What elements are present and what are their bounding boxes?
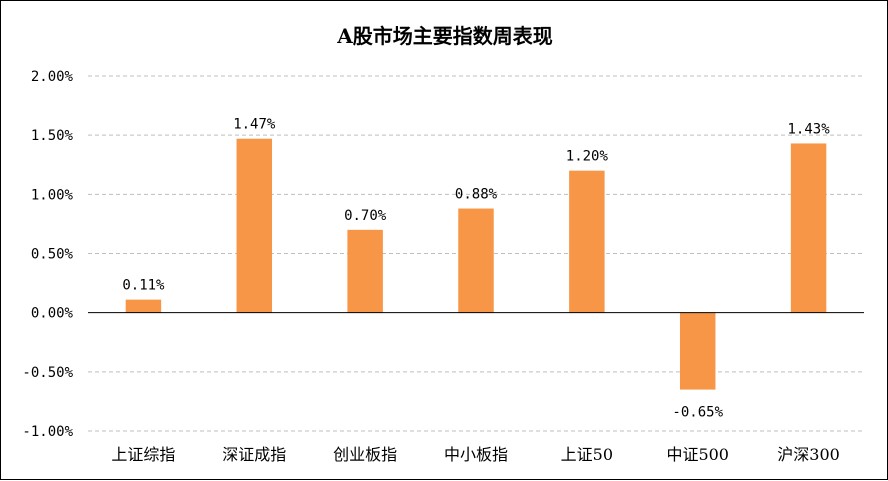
x-category-label: 上证综指 xyxy=(111,445,175,464)
y-tick-label: -1.00% xyxy=(22,424,73,440)
grid-layer xyxy=(88,75,864,432)
data-label: 1.43% xyxy=(787,121,830,137)
bar-layer xyxy=(125,138,827,390)
y-tick-label: -0.50% xyxy=(22,365,73,381)
x-category-label: 深证成指 xyxy=(222,445,286,464)
y-tick-label: 0.50% xyxy=(31,247,74,263)
x-category-label: 中小板指 xyxy=(444,445,508,464)
data-label: 1.20% xyxy=(566,149,609,165)
data-label: 1.47% xyxy=(233,117,276,133)
y-tick-label: 1.50% xyxy=(31,128,74,144)
data-label: 0.11% xyxy=(122,278,165,294)
bar xyxy=(790,143,827,313)
bar xyxy=(569,170,605,313)
data-label: 0.70% xyxy=(344,208,387,224)
bar xyxy=(125,299,162,313)
bar xyxy=(679,312,716,390)
chart-title: A股市场主要指数周表现 xyxy=(336,24,553,48)
label-layer: 2.00% 1.50% 1.00% 0.50% 0.00% -0.50% -1.00% 0.1… xyxy=(22,69,839,464)
bar xyxy=(458,208,494,313)
y-tick-label: 1.00% xyxy=(31,187,74,203)
y-tick-label: 2.00% xyxy=(31,69,74,85)
data-label: -0.65% xyxy=(672,405,723,421)
data-label: 0.88% xyxy=(455,187,498,203)
x-category-label: 上证50 xyxy=(561,445,613,464)
x-category-label: 创业板指 xyxy=(333,445,397,464)
bar xyxy=(347,229,383,313)
y-tick-label: 0.00% xyxy=(31,306,74,322)
bar xyxy=(236,138,273,313)
x-category-label: 中证500 xyxy=(666,445,729,464)
x-category-label: 沪深300 xyxy=(777,445,840,464)
